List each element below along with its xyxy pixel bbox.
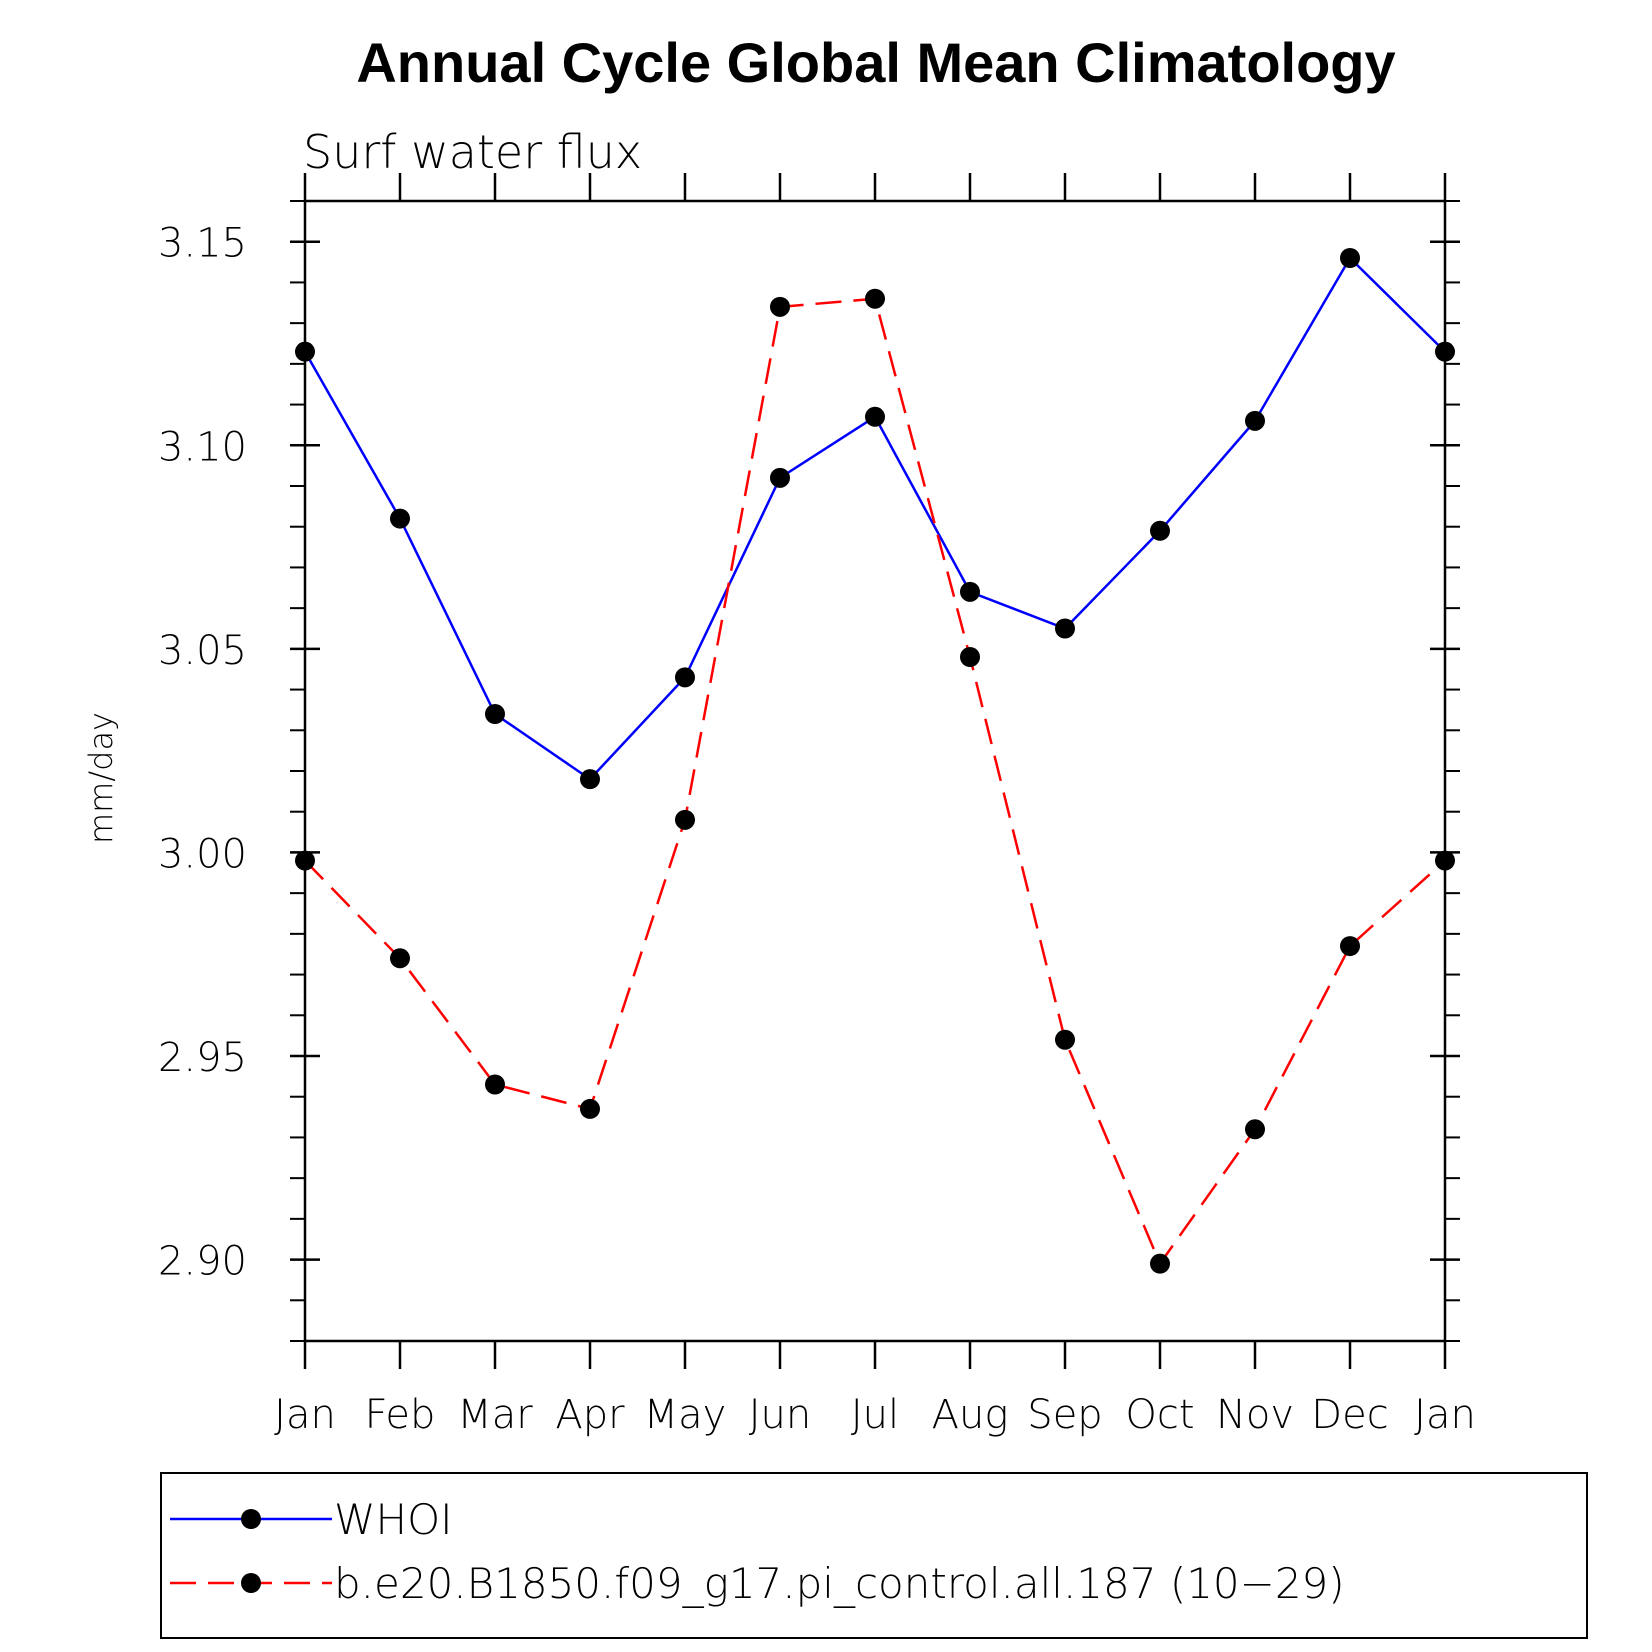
chart-subtitle: Surf water flux bbox=[303, 125, 642, 179]
series-1-point bbox=[1055, 1029, 1075, 1050]
series-0-point bbox=[485, 704, 505, 724]
series-1-point bbox=[865, 288, 885, 309]
plot-frame bbox=[303, 199, 1447, 1343]
series-1-point bbox=[295, 850, 315, 871]
series-0-point bbox=[960, 581, 980, 602]
series-line-0 bbox=[303, 255, 1446, 781]
series-0-point bbox=[580, 769, 600, 790]
y-tick-label: 3.15 bbox=[158, 221, 247, 267]
y-tick-label: 2.95 bbox=[158, 1035, 247, 1081]
series-1-point bbox=[390, 948, 410, 969]
series-0-point bbox=[1150, 520, 1170, 541]
legend-frame bbox=[160, 1472, 1588, 1639]
series-0-point bbox=[675, 667, 695, 688]
x-tick-label: Dec bbox=[1311, 1392, 1388, 1438]
series-1-point bbox=[580, 1098, 600, 1119]
y-tick-label: 2.90 bbox=[158, 1239, 247, 1285]
legend-marker-0 bbox=[241, 1509, 261, 1529]
series-1-point bbox=[1340, 936, 1360, 957]
series-line-1 bbox=[304, 297, 1446, 1267]
legend-label-1: b.e20.B1850.f09_g17.pi_control.all.187 (… bbox=[334, 1559, 1345, 1608]
series-0-point bbox=[1435, 341, 1455, 362]
series-1-point bbox=[1435, 850, 1455, 871]
series-0-point bbox=[1340, 248, 1360, 268]
axis-ticks: Jan Feb Mar Apr May Jun Jul Aug Sep Oct Nov Dec Jan 3… bbox=[158, 173, 1476, 1438]
x-tick-label: Jan bbox=[274, 1392, 336, 1438]
y-tick-label: 3.00 bbox=[158, 831, 247, 877]
series-1-point bbox=[960, 647, 980, 667]
series-0-point bbox=[1055, 618, 1075, 639]
series-1-point bbox=[1150, 1253, 1170, 1274]
x-tick-label: Mar bbox=[457, 1392, 533, 1438]
x-tick-label: Jun bbox=[749, 1392, 812, 1438]
y-tick-label: 3.05 bbox=[158, 628, 247, 674]
legend: WHOI b.e20.B1850.f09_g17.pi_control.all.1… bbox=[160, 1472, 1588, 1639]
x-tick-label: May bbox=[644, 1392, 727, 1438]
legend-label-0: WHOI bbox=[334, 1495, 453, 1544]
x-tick-label: Aug bbox=[932, 1392, 1009, 1438]
x-tick-label: Sep bbox=[1027, 1392, 1102, 1438]
y-tick-label: 3.10 bbox=[158, 424, 247, 470]
series-0-point bbox=[390, 508, 410, 529]
series-1-point bbox=[485, 1074, 505, 1095]
series-0-point bbox=[865, 406, 885, 427]
series-0-point bbox=[1245, 410, 1265, 431]
series-1-point bbox=[770, 296, 790, 317]
x-tick-label: Jan bbox=[1414, 1392, 1476, 1438]
x-tick-label: Jul bbox=[851, 1392, 899, 1438]
x-tick-label: Feb bbox=[365, 1392, 436, 1438]
y-axis-label: mm/day bbox=[82, 712, 120, 844]
legend-marker-1 bbox=[241, 1573, 261, 1593]
x-tick-label: Nov bbox=[1216, 1392, 1294, 1438]
series-layer bbox=[295, 248, 1455, 1274]
chart-title: Annual Cycle Global Mean Climatology bbox=[356, 31, 1395, 94]
series-1-point bbox=[675, 809, 695, 830]
x-tick-label: Apr bbox=[555, 1392, 625, 1438]
x-tick-label: Oct bbox=[1125, 1392, 1194, 1438]
series-0-point bbox=[295, 341, 315, 362]
series-1-point bbox=[1245, 1119, 1265, 1140]
series-0-point bbox=[770, 467, 790, 488]
